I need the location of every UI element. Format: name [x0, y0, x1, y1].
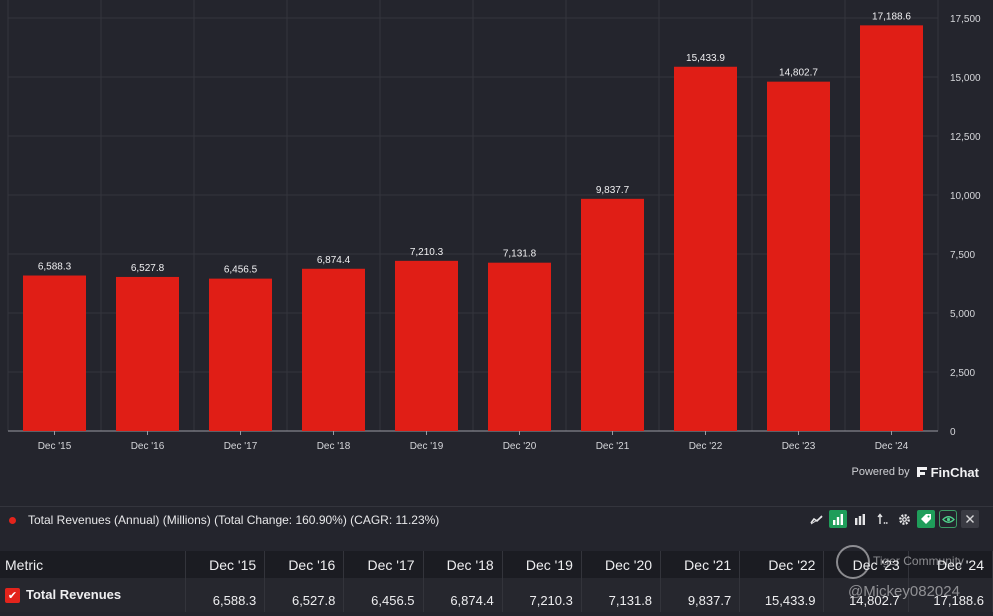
finchat-icon [916, 467, 927, 477]
period-header: Dec '23 [823, 551, 909, 578]
y-tick-label: 7,500 [950, 250, 975, 261]
data-label: 7,131.8 [503, 249, 537, 260]
x-tick-label: Dec '17 [224, 441, 258, 452]
value-cell: 15,433.9 [739, 578, 825, 612]
tag-icon[interactable] [917, 510, 935, 528]
y-tick-label: 0 [950, 427, 956, 438]
data-label: 14,802.7 [779, 68, 818, 79]
line-chart-icon[interactable] [807, 510, 825, 528]
x-tick-label: Dec '15 [38, 441, 72, 452]
value-cell: 7,131.8 [581, 578, 662, 612]
series-color-dot [9, 516, 16, 524]
table-header-row: Metric Dec '15 Dec '16 Dec '17 Dec '18 Dec '… [0, 551, 993, 578]
bar [395, 260, 458, 431]
value-cell: 6,527.8 [264, 578, 345, 612]
x-tick-label: Dec '24 [875, 441, 909, 452]
bar [116, 276, 179, 431]
data-label: 6,456.5 [224, 265, 258, 276]
table-row: ✔ Total Revenues 6,588.3 6,527.8 6,456.5 6,8… [0, 578, 993, 612]
period-header: Dec '20 [581, 551, 662, 578]
metric-column-header: Metric [0, 551, 186, 578]
sort-icon[interactable] [873, 510, 891, 528]
bar [488, 262, 551, 431]
chart-svg: 0 2,500 5,000 7,500 10,000 12,500 15,000 17,500… [7, 0, 981, 452]
bar [860, 25, 923, 432]
bar [302, 268, 365, 431]
metric-name-cell[interactable]: ✔ Total Revenues [0, 578, 186, 612]
data-label: 17,188.6 [872, 11, 911, 22]
powered-by: Powered by FinChat [852, 463, 979, 481]
bar [767, 81, 830, 431]
period-header: Dec '18 [423, 551, 503, 578]
y-tick-label: 5,000 [950, 309, 975, 320]
value-cell: 7,210.3 [502, 578, 582, 612]
bar [674, 66, 737, 432]
value-cell: 6,874.4 [423, 578, 503, 612]
period-header: Dec '17 [343, 551, 424, 578]
x-tick-label: Dec '21 [596, 441, 630, 452]
data-label: 6,588.3 [38, 262, 72, 273]
period-header: Dec '19 [502, 551, 582, 578]
y-tick-label: 17,500 [950, 14, 981, 25]
data-label: 6,874.4 [317, 255, 351, 266]
x-tick-label: Dec '20 [503, 441, 537, 452]
powered-by-label: Powered by [851, 466, 910, 478]
y-tick-label: 15,000 [950, 73, 981, 84]
period-header: Dec '22 [739, 551, 825, 578]
series-legend: Total Revenues (Annual) (Millions) (Tota… [0, 506, 993, 533]
data-label: 6,527.8 [131, 263, 165, 274]
bar [581, 198, 644, 431]
checkbox-checked-icon[interactable]: ✔ [5, 588, 20, 604]
revenue-bar-chart: 0 2,500 5,000 7,500 10,000 12,500 15,000 17,500… [7, 0, 981, 452]
chart-toolbar [807, 510, 979, 528]
stacked-bar-icon[interactable] [851, 510, 869, 528]
bar [23, 275, 86, 431]
data-label: 15,433.9 [686, 53, 725, 64]
y-tick-label: 12,500 [950, 132, 981, 143]
bar-chart-icon[interactable] [829, 510, 847, 528]
x-tick-label: Dec '18 [317, 441, 351, 452]
y-tick-label: 10,000 [950, 191, 981, 202]
period-header: Dec '21 [660, 551, 741, 578]
value-cell: 6,588.3 [185, 578, 266, 612]
metrics-table: Metric Dec '15 Dec '16 Dec '17 Dec '18 Dec '… [0, 551, 993, 612]
gear-icon[interactable] [895, 510, 913, 528]
value-cell: 6,456.5 [343, 578, 424, 612]
period-header: Dec '16 [264, 551, 345, 578]
close-icon[interactable] [961, 510, 979, 528]
x-tick-label: Dec '22 [689, 441, 723, 452]
data-label: 9,837.7 [596, 185, 630, 196]
finchat-logo[interactable]: FinChat [916, 465, 979, 480]
value-cell: 17,188.6 [908, 578, 993, 612]
metric-name-label: Total Revenues [26, 586, 122, 602]
value-cell: 9,837.7 [660, 578, 741, 612]
finchat-brand-text: FinChat [930, 464, 979, 480]
eye-icon[interactable] [939, 510, 957, 528]
x-tick-label: Dec '16 [131, 441, 165, 452]
data-label: 7,210.3 [410, 247, 444, 258]
value-cell: 14,802.7 [823, 578, 909, 612]
period-header: Dec '15 [185, 551, 266, 578]
x-tick-label: Dec '19 [410, 441, 444, 452]
series-legend-text: Total Revenues (Annual) (Millions) (Tota… [28, 513, 440, 527]
x-tick-label: Dec '23 [782, 441, 816, 452]
y-tick-label: 2,500 [950, 368, 975, 379]
period-header: Dec '24 [908, 551, 993, 578]
bar [209, 278, 272, 431]
